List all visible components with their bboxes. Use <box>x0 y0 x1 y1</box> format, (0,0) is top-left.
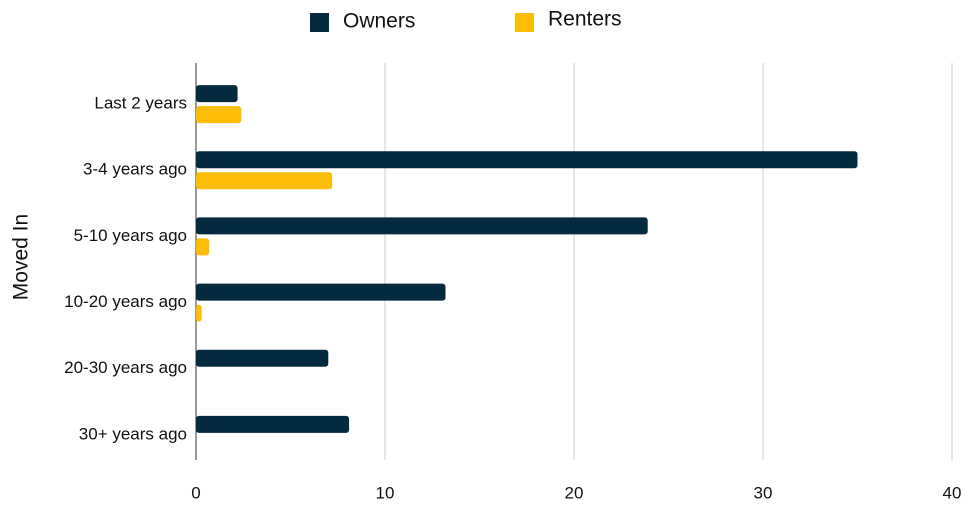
bar <box>196 217 648 235</box>
legend-swatch <box>310 13 329 32</box>
legend-label: Renters <box>548 8 622 31</box>
bar <box>196 238 210 256</box>
y-tick-label: Last 2 years <box>94 94 187 113</box>
x-tick-label: 40 <box>943 483 962 502</box>
bar <box>196 172 333 190</box>
y-tick-label: 20-30 years ago <box>64 358 187 377</box>
bar <box>196 283 446 301</box>
legend-swatch <box>515 13 534 32</box>
x-tick-label: 20 <box>565 483 584 502</box>
y-tick-label: 5-10 years ago <box>74 226 187 245</box>
legend-label: Owners <box>343 10 415 33</box>
y-tick-label: 3-4 years ago <box>83 160 187 179</box>
x-tick-label: 0 <box>191 483 200 502</box>
bar <box>196 106 242 124</box>
bar <box>196 415 350 433</box>
bar <box>196 304 202 322</box>
bar <box>196 85 238 103</box>
x-tick-label: 30 <box>754 483 773 502</box>
y-tick-label: 30+ years ago <box>79 424 187 443</box>
x-tick-label: 10 <box>376 483 395 502</box>
bar <box>196 349 329 367</box>
bar <box>196 151 858 169</box>
y-axis-label: Moved In <box>10 214 33 300</box>
y-tick-label: 10-20 years ago <box>64 292 187 311</box>
